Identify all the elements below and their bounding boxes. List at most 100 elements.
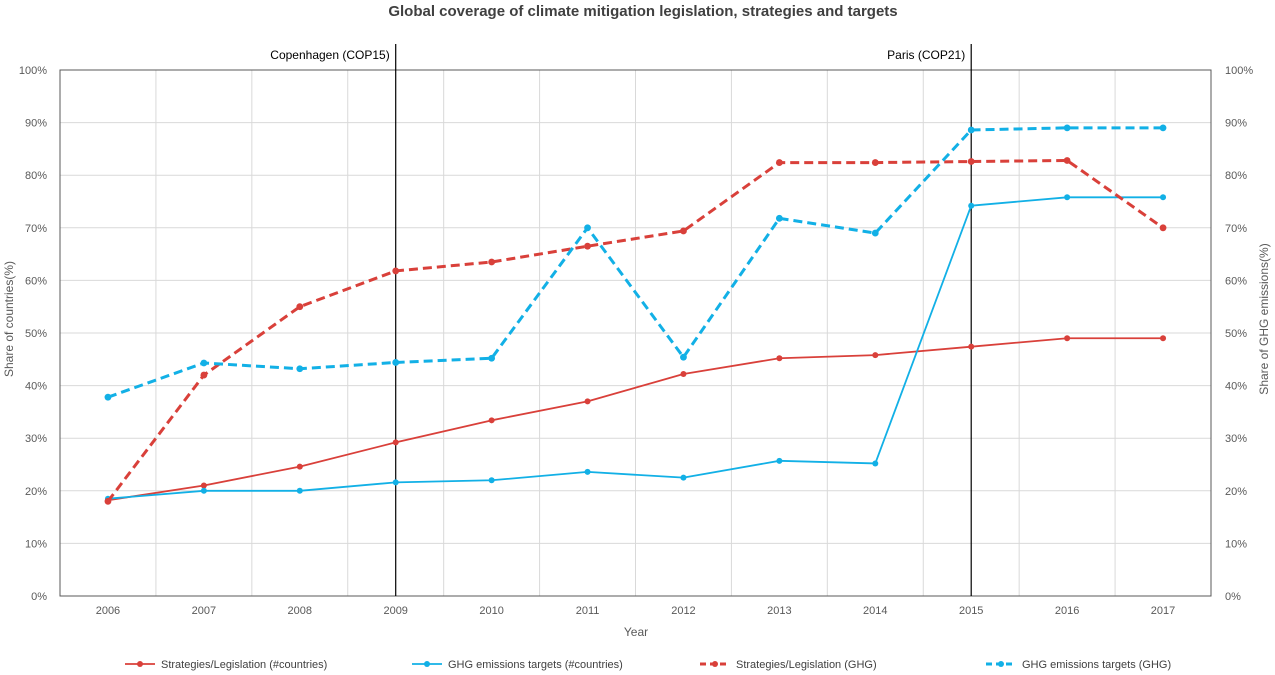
left-y-tick-label: 90% [25,118,47,130]
series-2 [104,194,1167,502]
data-point [967,126,975,134]
legend-item: GHG emissions targets (#countries) [412,659,623,671]
left-y-tick-label: 30% [25,433,47,445]
data-point [1159,224,1167,232]
data-point [200,482,207,489]
event-label: Copenhagen (COP15) [270,48,389,62]
event-label: Paris (COP21) [887,48,965,62]
right-y-tick-label: 100% [1225,65,1253,77]
data-series [104,124,1167,505]
series-line [107,126,1164,399]
series-line [106,158,1164,503]
x-tick-label: 2006 [96,605,120,617]
data-point [680,371,687,378]
event-markers: Copenhagen (COP15) Paris (COP21) [270,44,972,596]
chart-title: Global coverage of climate mitigation le… [388,3,897,20]
x-tick-label: 2011 [576,605,600,617]
x-axis-title: Year [624,625,648,639]
data-point [1063,157,1071,164]
series-line [107,337,1164,502]
data-point [392,479,399,486]
right-y-tick-label: 0% [1225,591,1241,603]
right-y-tick-label: 60% [1225,275,1247,287]
series-4 [104,124,1167,401]
data-point [1159,124,1167,132]
x-tick-label: 2014 [863,605,887,617]
data-point [968,343,975,350]
left-y-axis-title: Share of countries(%) [2,261,16,377]
data-point [200,487,207,494]
legend: Strategies/Legislation (#countries) GHG e… [125,659,1171,671]
data-point [680,353,687,361]
legend-label: GHG emissions targets (GHG) [1022,659,1171,671]
series-1 [104,335,1167,504]
series-line [107,196,1164,500]
right-y-tick-label: 40% [1225,381,1247,393]
data-point [968,202,975,209]
legend-label: GHG emissions targets (#countries) [448,659,623,671]
left-y-tick-label: 70% [25,223,47,235]
data-point [104,393,112,401]
data-point [296,303,304,311]
data-point [776,457,783,464]
x-tick-label: 2012 [671,605,695,617]
right-y-tick-label: 70% [1225,223,1247,235]
data-point [1063,124,1071,132]
data-point [584,242,591,250]
data-point [584,398,591,405]
x-tick-label: 2013 [767,605,791,617]
data-point [200,359,208,367]
x-tick-label: 2017 [1151,605,1175,617]
data-point [392,359,400,366]
x-tick-label: 2009 [383,605,407,617]
data-point [776,355,783,362]
left-y-tick-label: 60% [25,275,47,287]
legend-item: GHG emissions targets (GHG) [986,659,1171,671]
left-y-tick-label: 20% [25,486,47,498]
series-3 [104,157,1167,505]
x-tick-label: 2010 [479,605,503,617]
legend-label: Strategies/Legislation (GHG) [736,659,877,671]
data-point [1064,194,1071,201]
left-y-tick-label: 50% [25,328,47,340]
left-y-axis: 0% 10% 20% 30% 40% 50% 60% 70% 80% 90% 100% [19,65,47,603]
data-point [584,224,591,232]
data-point [872,460,879,467]
plot-area-border [59,69,1212,597]
data-point [104,497,112,505]
left-y-tick-label: 0% [31,591,47,603]
right-y-axis-title: Share of GHG emissions(%) [1257,243,1271,394]
data-point [871,229,879,237]
data-point [296,365,304,373]
data-point [1160,335,1167,342]
data-point [871,159,879,166]
legend-item: Strategies/Legislation (GHG) [700,659,877,671]
legend-swatch-marker [424,661,430,667]
data-point [584,468,591,475]
right-y-tick-label: 20% [1225,486,1247,498]
grid [60,69,1211,597]
x-tick-label: 2008 [288,605,312,617]
left-y-tick-label: 100% [19,65,47,77]
right-y-tick-label: 80% [1225,170,1247,182]
data-point [488,417,495,424]
data-point [1064,335,1071,342]
data-point [680,474,687,481]
right-y-tick-label: 50% [1225,328,1247,340]
legend-item: Strategies/Legislation (#countries) [125,659,327,671]
data-point [296,463,303,470]
data-point [680,227,687,235]
data-point [488,258,496,266]
data-point [488,354,496,362]
data-point [775,214,783,222]
x-tick-label: 2007 [192,605,216,617]
data-point [872,352,879,359]
right-y-axis: 0% 10% 20% 30% 40% 50% 60% 70% 80% 90% 100% [1225,65,1253,603]
data-point [1160,194,1167,201]
right-y-tick-label: 90% [1225,118,1247,130]
x-tick-label: 2015 [959,605,983,617]
right-y-tick-label: 30% [1225,433,1247,445]
right-y-tick-label: 10% [1225,538,1247,550]
x-axis: 2006 2007 2008 2009 2010 2011 2012 2013 2014 2015… [96,605,1176,617]
